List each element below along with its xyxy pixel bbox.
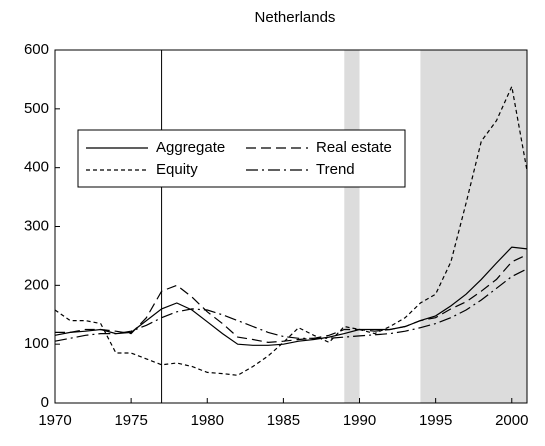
y-tick-label: 200	[24, 276, 49, 293]
data-line	[54, 268, 528, 342]
x-tick-label: 1975	[114, 412, 147, 429]
y-tick-label: 600	[24, 41, 49, 58]
data-line	[54, 84, 528, 376]
y-tick-label: 100	[24, 335, 49, 352]
x-tick-label: 1980	[191, 412, 224, 429]
x-tick-label: 2000	[495, 412, 528, 429]
data-line	[55, 254, 528, 344]
x-tick-label: 1970	[38, 412, 71, 429]
plot-frame	[54, 49, 528, 404]
y-tick-label: 300	[24, 217, 49, 234]
legend-label: Trend	[316, 161, 355, 178]
y-tick-label: 500	[24, 100, 49, 117]
x-tick-label: 1985	[267, 412, 300, 429]
x-tick-label: 1995	[419, 412, 452, 429]
legend-box	[77, 129, 406, 188]
chart-title: Netherlands	[255, 9, 336, 26]
legend-label: Real estate	[316, 139, 392, 156]
shaded-region	[420, 50, 527, 403]
x-tick-label: 1990	[343, 412, 376, 429]
legend-label: Aggregate	[156, 139, 225, 156]
y-tick-label: 400	[24, 159, 49, 176]
y-tick-label: 0	[41, 394, 49, 411]
legend-label: Equity	[156, 161, 198, 178]
shaded-region	[344, 50, 360, 403]
